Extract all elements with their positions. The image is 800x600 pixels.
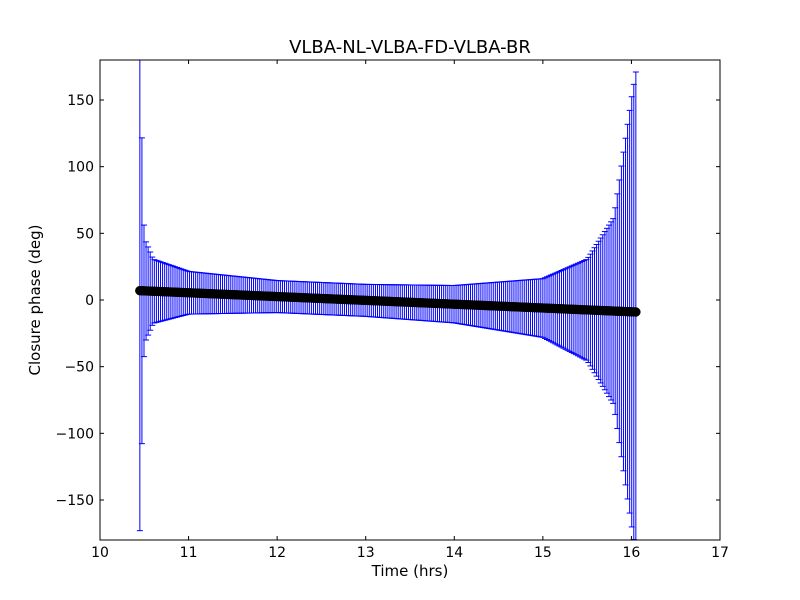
y-tick-label: −100	[56, 426, 94, 442]
data-point	[631, 307, 641, 317]
y-tick-label: −150	[56, 493, 94, 509]
x-tick-label: 12	[268, 545, 286, 561]
x-tick-label: 15	[534, 545, 552, 561]
y-tick-label: 0	[85, 293, 94, 309]
y-tick-label: −50	[64, 360, 94, 376]
x-tick-label: 14	[445, 545, 463, 561]
axis-layer: 10 11 12 13 14 15 16 17 150 100 50 0 −50 −100 −150	[56, 60, 729, 561]
y-axis-label: Closure phase (deg)	[26, 225, 44, 376]
y-tick-label: 50	[76, 226, 94, 242]
x-tick-label: 16	[623, 545, 641, 561]
x-tick-label: 13	[357, 545, 375, 561]
chart-title: VLBA-NL-VLBA-FD-VLBA-BR	[289, 37, 531, 58]
plot-layer	[135, 60, 641, 540]
series-group	[135, 60, 641, 540]
x-axis-label: Time (hrs)	[371, 562, 449, 580]
x-tick-label: 11	[180, 545, 198, 561]
y-tick-label: 100	[67, 160, 94, 176]
x-tick-label: 10	[91, 545, 109, 561]
x-tick-label: 17	[711, 545, 729, 561]
y-tick-label: 150	[67, 93, 94, 109]
